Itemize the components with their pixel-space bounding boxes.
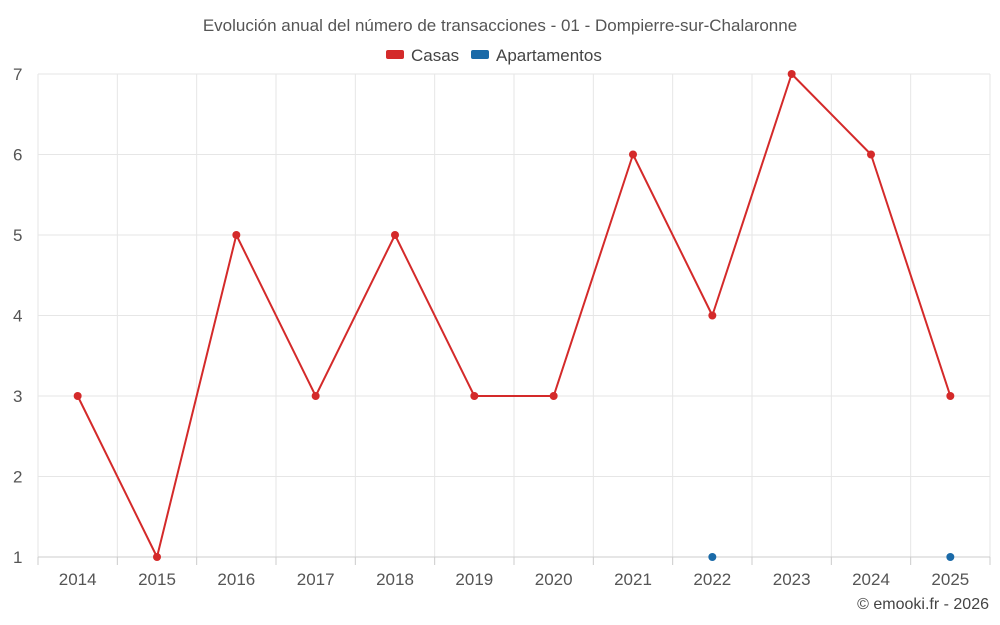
data-point-casas[interactable] xyxy=(311,392,320,400)
y-tick-label: 1 xyxy=(13,548,22,567)
x-tick-label: 2014 xyxy=(59,570,97,589)
series-layer xyxy=(73,70,955,561)
data-point-casas[interactable] xyxy=(787,70,796,78)
data-point-casas[interactable] xyxy=(708,311,717,320)
data-point-casas[interactable] xyxy=(867,150,875,159)
data-point-casas[interactable] xyxy=(232,231,241,239)
legend-swatch-apartamentos[interactable] xyxy=(471,50,489,59)
data-point-apartamentos[interactable] xyxy=(946,553,955,561)
data-point-casas[interactable] xyxy=(549,392,558,400)
x-tick-label: 2018 xyxy=(376,570,414,589)
x-axis: 2014 2015 2016 2017 2018 2019 2020 2021 2022 2023… xyxy=(37,557,991,589)
y-tick-label: 3 xyxy=(13,387,22,406)
data-point-casas[interactable] xyxy=(153,553,161,561)
data-point-apartamentos[interactable] xyxy=(708,553,717,561)
series-line-casas xyxy=(76,73,952,558)
legend-swatch-casas[interactable] xyxy=(386,50,404,59)
y-tick-label: 6 xyxy=(13,146,22,165)
chart-title: Evolución anual del número de transaccio… xyxy=(203,16,797,35)
legend-label-apartamentos[interactable]: Apartamentos xyxy=(496,46,602,65)
y-axis: 1 2 3 4 5 6 7 xyxy=(13,65,22,567)
x-tick-label: 2015 xyxy=(138,570,176,589)
y-tick-label: 2 xyxy=(13,468,22,487)
legend: Casas Apartamentos xyxy=(386,46,602,65)
x-tick-label: 2024 xyxy=(852,570,890,589)
x-tick-label: 2016 xyxy=(217,570,255,589)
x-tick-label: 2023 xyxy=(773,570,811,589)
credit-text: © emooki.fr - 2026 xyxy=(857,596,989,613)
x-tick-label: 2020 xyxy=(535,570,573,589)
data-point-casas[interactable] xyxy=(391,231,399,239)
grid xyxy=(37,73,991,558)
data-point-casas[interactable] xyxy=(470,392,479,400)
y-tick-label: 7 xyxy=(13,65,22,84)
x-tick-label: 2025 xyxy=(931,570,969,589)
y-tick-label: 5 xyxy=(13,226,22,245)
x-tick-label: 2021 xyxy=(614,570,652,589)
x-tick-label: 2019 xyxy=(455,570,493,589)
x-tick-label: 2017 xyxy=(297,570,335,589)
data-point-casas[interactable] xyxy=(629,150,637,159)
data-point-casas[interactable] xyxy=(73,392,82,400)
y-tick-label: 4 xyxy=(13,307,22,326)
legend-label-casas[interactable]: Casas xyxy=(411,46,459,65)
data-point-casas[interactable] xyxy=(946,392,955,400)
x-tick-label: 2022 xyxy=(693,570,731,589)
